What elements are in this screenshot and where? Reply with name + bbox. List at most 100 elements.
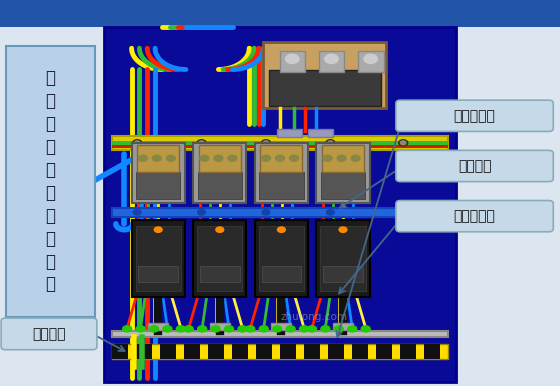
Circle shape [263,141,269,145]
FancyBboxPatch shape [112,136,448,149]
FancyBboxPatch shape [304,344,320,359]
Text: 干包电缆头: 干包电缆头 [454,209,496,223]
FancyBboxPatch shape [322,145,364,172]
Circle shape [228,155,237,161]
FancyBboxPatch shape [209,323,230,330]
FancyBboxPatch shape [132,220,185,297]
Circle shape [339,227,347,232]
FancyBboxPatch shape [316,143,370,203]
Circle shape [199,141,204,145]
FancyBboxPatch shape [193,220,246,297]
Circle shape [259,326,268,332]
FancyBboxPatch shape [112,344,128,359]
Circle shape [273,326,282,332]
Circle shape [163,326,172,332]
FancyBboxPatch shape [262,266,301,282]
Circle shape [325,54,338,64]
FancyBboxPatch shape [396,201,553,232]
Circle shape [348,326,357,332]
FancyBboxPatch shape [277,129,302,137]
FancyBboxPatch shape [132,143,185,203]
Text: 角锂支架: 角锂支架 [458,159,491,173]
Circle shape [351,155,360,161]
FancyBboxPatch shape [184,344,200,359]
Circle shape [399,210,407,215]
Circle shape [321,326,330,332]
Circle shape [262,155,270,161]
FancyBboxPatch shape [197,226,242,291]
Circle shape [166,155,175,161]
Circle shape [334,326,343,332]
Circle shape [133,210,141,215]
FancyBboxPatch shape [255,143,308,203]
Circle shape [133,140,142,146]
FancyBboxPatch shape [232,344,248,359]
Circle shape [184,326,193,332]
Circle shape [286,326,295,332]
FancyBboxPatch shape [323,266,363,282]
Circle shape [323,155,332,161]
Circle shape [214,155,223,161]
Circle shape [200,155,209,161]
FancyBboxPatch shape [138,266,178,282]
FancyBboxPatch shape [112,145,448,148]
FancyBboxPatch shape [199,145,241,172]
FancyBboxPatch shape [200,266,240,282]
FancyBboxPatch shape [208,344,224,359]
FancyBboxPatch shape [259,226,304,291]
FancyBboxPatch shape [112,208,448,217]
FancyBboxPatch shape [424,344,440,359]
Circle shape [400,141,406,145]
FancyBboxPatch shape [328,344,344,359]
Text: 重复接地: 重复接地 [32,327,66,341]
Circle shape [134,141,140,145]
FancyBboxPatch shape [280,344,296,359]
Text: 保护零线排: 保护零线排 [454,109,496,123]
Circle shape [361,326,370,332]
FancyBboxPatch shape [321,172,365,199]
Circle shape [326,140,335,146]
FancyBboxPatch shape [308,129,333,137]
Circle shape [152,155,161,161]
FancyBboxPatch shape [259,172,304,199]
FancyBboxPatch shape [112,141,448,145]
Circle shape [276,155,284,161]
FancyBboxPatch shape [255,220,308,297]
FancyBboxPatch shape [316,220,370,297]
Circle shape [262,140,270,146]
FancyBboxPatch shape [112,331,448,337]
FancyBboxPatch shape [376,344,392,359]
FancyBboxPatch shape [272,323,291,330]
Circle shape [154,227,162,232]
Circle shape [278,227,286,232]
Circle shape [238,326,247,332]
Circle shape [216,227,223,232]
FancyBboxPatch shape [280,51,305,72]
Circle shape [307,326,316,332]
FancyBboxPatch shape [160,344,176,359]
Circle shape [300,326,309,332]
FancyBboxPatch shape [104,27,456,382]
Circle shape [286,54,299,64]
Circle shape [138,155,147,161]
FancyBboxPatch shape [137,145,179,172]
FancyBboxPatch shape [198,172,242,199]
Circle shape [136,326,145,332]
FancyBboxPatch shape [319,51,344,72]
FancyBboxPatch shape [320,226,366,291]
FancyBboxPatch shape [1,318,97,350]
FancyBboxPatch shape [193,143,246,203]
Circle shape [225,326,234,332]
FancyBboxPatch shape [112,344,448,359]
FancyBboxPatch shape [333,323,353,330]
FancyBboxPatch shape [400,344,416,359]
Circle shape [211,326,220,332]
FancyBboxPatch shape [136,172,180,199]
FancyBboxPatch shape [256,344,272,359]
Circle shape [150,326,158,332]
Circle shape [246,326,255,332]
FancyBboxPatch shape [148,323,168,330]
FancyBboxPatch shape [396,151,553,182]
Circle shape [262,210,270,215]
FancyBboxPatch shape [260,145,302,172]
